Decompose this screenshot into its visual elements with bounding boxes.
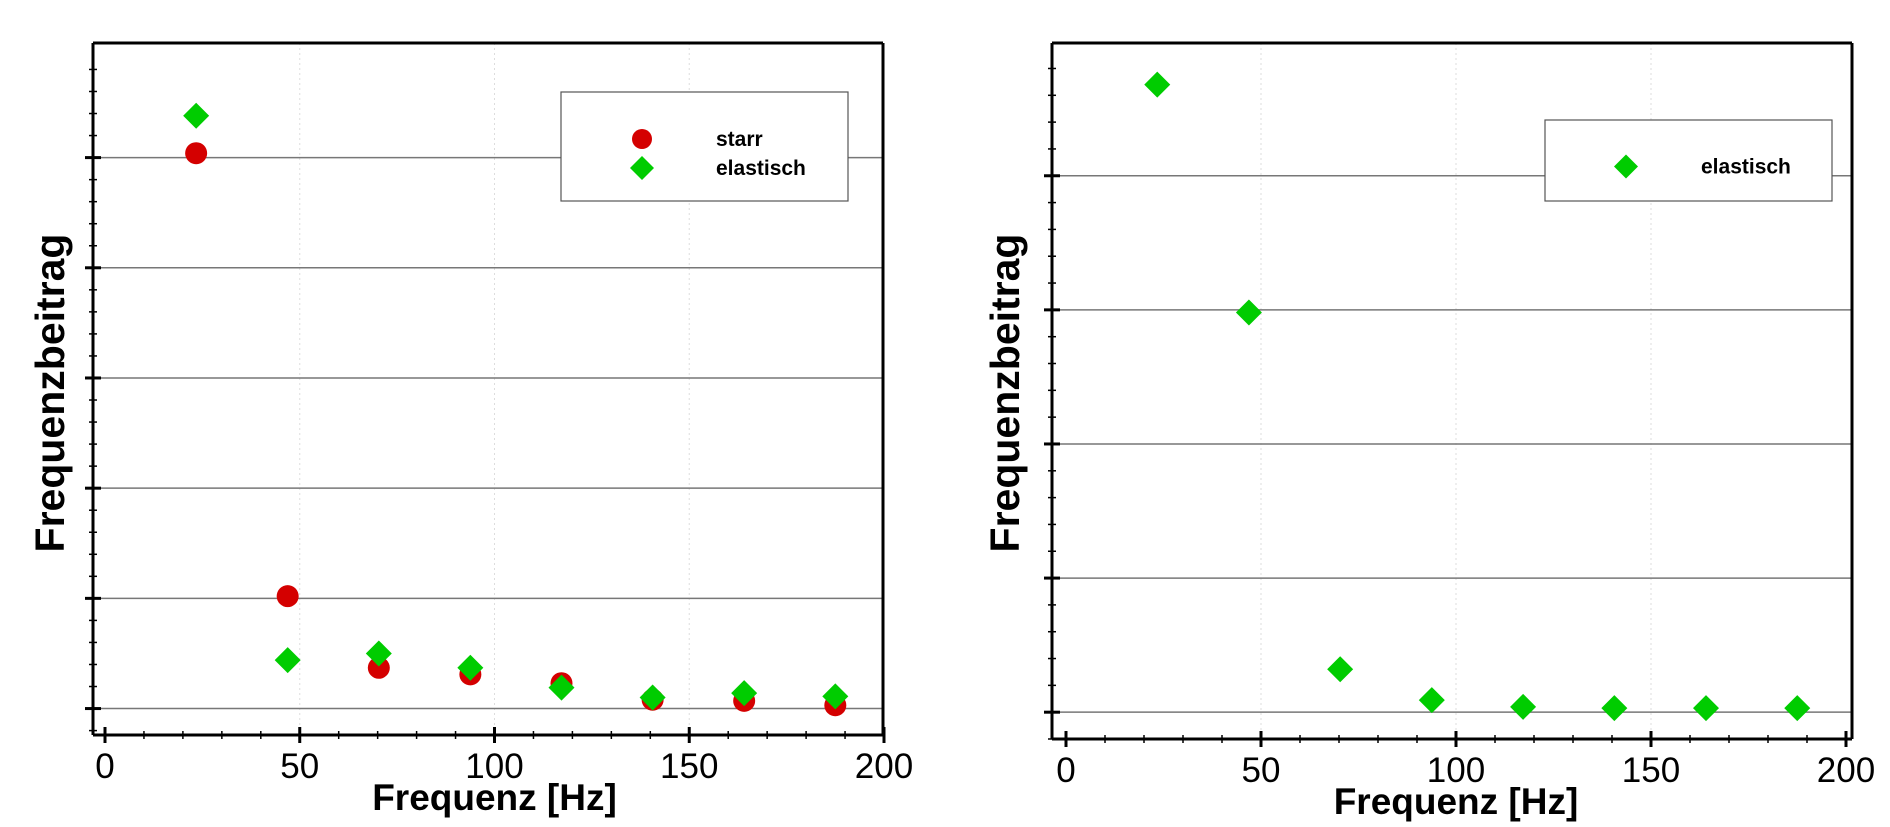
data-point-circle [367, 656, 390, 679]
data-point-diamond [548, 674, 575, 701]
x-axis-label: Frequenz [Hz] [372, 777, 617, 818]
data-point-diamond [457, 654, 484, 681]
x-tick-label: 200 [855, 747, 913, 786]
data-point-diamond [365, 640, 392, 667]
x-axis-label: Frequenz [Hz] [1334, 781, 1579, 822]
data-point-diamond [274, 647, 301, 674]
y-axis-label: Frequenzbeitrag [27, 234, 73, 553]
data-point-diamond [639, 684, 666, 711]
legend: elastisch [1544, 119, 1833, 202]
chart-panel-1: 0 50 100 150 200 Frequenz [Hz] Frequenzbeitrag… [27, 41, 913, 818]
data-point-circle [276, 585, 299, 608]
x-tick-label: 0 [1056, 751, 1075, 790]
x-tick-label: 100 [1427, 751, 1485, 790]
legend-label: elastisch [1701, 156, 1791, 179]
x-tick-label: 50 [1242, 751, 1281, 790]
legend-diamond-icon [630, 156, 654, 180]
x-tick-label: 150 [660, 747, 718, 786]
legend-box [560, 91, 849, 202]
series-elastisch [183, 102, 849, 711]
data-point-circle [185, 142, 208, 165]
chart-panel-2: 0 50 100 150 200 Frequenz [Hz] Frequenzbeitrag… [982, 41, 1875, 822]
data-point-diamond [1510, 693, 1537, 720]
y-axis-label: Frequenzbeitrag [982, 234, 1028, 553]
data-point-diamond [1144, 71, 1171, 98]
series-starr [185, 142, 847, 717]
series-elastisch [1144, 71, 1811, 722]
x-tick-label: 50 [280, 747, 319, 786]
x-tick-label: 100 [465, 747, 523, 786]
data-point-diamond [822, 683, 849, 710]
data-point-diamond [1601, 695, 1628, 722]
data-point-diamond [1235, 299, 1262, 326]
legend-label: starr [716, 128, 763, 151]
data-point-diamond [1418, 687, 1445, 714]
legend-diamond-icon [1614, 154, 1638, 179]
legend: starr elastisch [560, 91, 849, 202]
legend-label: elastisch [716, 157, 806, 180]
data-point-diamond [1327, 656, 1354, 683]
legend-box [1544, 119, 1833, 202]
data-point-diamond [1784, 695, 1811, 722]
x-tick-label: 200 [1817, 751, 1875, 790]
data-point-diamond [1692, 695, 1719, 722]
data-point-diamond [183, 102, 210, 129]
x-tick-label: 150 [1622, 751, 1680, 790]
data-point-diamond [731, 680, 758, 707]
legend-circle-icon [632, 129, 652, 149]
x-tick-label: 0 [95, 747, 114, 786]
